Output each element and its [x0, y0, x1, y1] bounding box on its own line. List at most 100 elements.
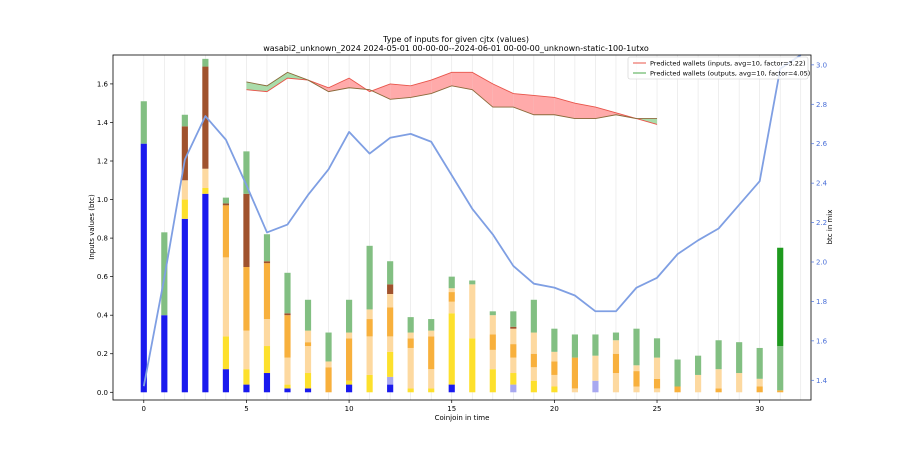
bar-segment [140, 101, 147, 144]
bar-segment [346, 332, 353, 339]
bar-segment [777, 247, 784, 347]
y-tick-label: 1.4 [97, 119, 109, 127]
y2-axis-label: btc in mix [826, 210, 834, 245]
bar-segment [263, 234, 271, 262]
bar-segment [304, 330, 312, 343]
x-tick-label: 30 [755, 405, 764, 413]
bar-segment [633, 328, 640, 366]
bar-segment [612, 332, 620, 341]
bar-segment [222, 336, 229, 370]
bar-segment [202, 58, 209, 67]
bar-segment [387, 307, 394, 337]
bar-segment [387, 351, 394, 377]
bar-segment [551, 386, 558, 393]
bar-segment [202, 168, 209, 188]
y-tick-label: 1.0 [97, 196, 108, 204]
bar-segment [777, 346, 784, 391]
bar-segment [448, 288, 455, 293]
bar-segment [304, 388, 312, 393]
bar-segment [756, 347, 763, 379]
bar-segment [161, 315, 168, 393]
bar-segment [571, 334, 578, 358]
x-tick-label: 0 [142, 405, 146, 413]
bar-segment [243, 330, 250, 370]
bar-segment [653, 357, 661, 379]
bar-segment [551, 351, 558, 362]
bar-segment [407, 388, 414, 393]
bar-segment [366, 309, 373, 320]
predicted-band [513, 93, 534, 115]
y2-tick-label: 3.0 [816, 61, 827, 69]
bar-segment [304, 346, 312, 374]
bar-segment [387, 336, 394, 352]
bar-segment [448, 384, 455, 393]
bar-segment [366, 245, 373, 310]
legend-entry-inputs: Predicted wallets (inputs, avg=10, facto… [650, 60, 806, 68]
bar-segment [489, 334, 496, 350]
bar-segment [181, 199, 188, 219]
bar-segment [325, 367, 332, 393]
bar-segment [304, 342, 312, 347]
bar-segment [633, 371, 640, 387]
x-axis-ticks: 0 5 10 15 20 25 30 [142, 400, 764, 413]
bar-segment [510, 344, 517, 358]
y-tick-label: 1.2 [97, 158, 108, 166]
predicted-band [369, 83, 391, 100]
bar-segment [222, 369, 229, 393]
bar-segment [612, 373, 620, 393]
predicted-band [533, 95, 555, 115]
bar-segment [448, 276, 455, 289]
y2-tick-label: 2.8 [816, 101, 827, 109]
bar-segment [592, 380, 599, 393]
bar-segment [202, 193, 209, 393]
bar-segment [428, 336, 435, 370]
bar-segment [284, 313, 291, 316]
bar-segment [325, 361, 332, 368]
bar-segment [407, 332, 414, 339]
bar-segment [263, 373, 271, 393]
bar-segment [325, 332, 332, 362]
bar-segment [530, 299, 537, 333]
bar-segment [243, 384, 250, 393]
bar-segment [387, 284, 394, 294]
bar-segment [407, 317, 414, 333]
bar-segment [181, 180, 188, 200]
bar-segment [407, 347, 414, 389]
bar-segment [263, 319, 271, 347]
x-tick-label: 5 [244, 405, 248, 413]
bar-segment [387, 376, 394, 385]
bar-segment [263, 346, 271, 374]
bar-segment [284, 357, 291, 385]
predicted-band [390, 83, 411, 100]
bar-segment [263, 261, 271, 264]
predicted-band [574, 103, 596, 119]
bar-segment [346, 384, 353, 393]
bar-segment [346, 338, 353, 381]
x-axis-label: Coinjoin in time [435, 414, 490, 422]
bar-segment [222, 197, 229, 204]
bar-segment [571, 357, 578, 389]
bar-segment [592, 334, 599, 356]
bar-segment [448, 292, 455, 302]
bar-segment [202, 187, 209, 194]
bar-segment [140, 143, 147, 393]
bar-segment [181, 218, 188, 393]
bar-segment [428, 330, 435, 337]
bar-segment [551, 374, 558, 387]
x-tick-label: 15 [447, 405, 456, 413]
predicted-band [451, 72, 473, 90]
bar-segment [304, 373, 312, 389]
bar-segment [510, 328, 517, 345]
bar-segment [736, 373, 743, 393]
bar-segment [551, 361, 558, 375]
bar-segment [489, 349, 496, 370]
predicted-band [246, 81, 267, 92]
bar-segment [510, 357, 517, 374]
bar-segment [592, 355, 599, 381]
bar-segment [284, 272, 291, 314]
bar-segment [243, 267, 250, 331]
bar-segment [346, 299, 353, 333]
x-tick-label: 25 [653, 405, 662, 413]
bar-segment [510, 384, 517, 393]
y2-tick-label: 2.0 [816, 259, 827, 267]
